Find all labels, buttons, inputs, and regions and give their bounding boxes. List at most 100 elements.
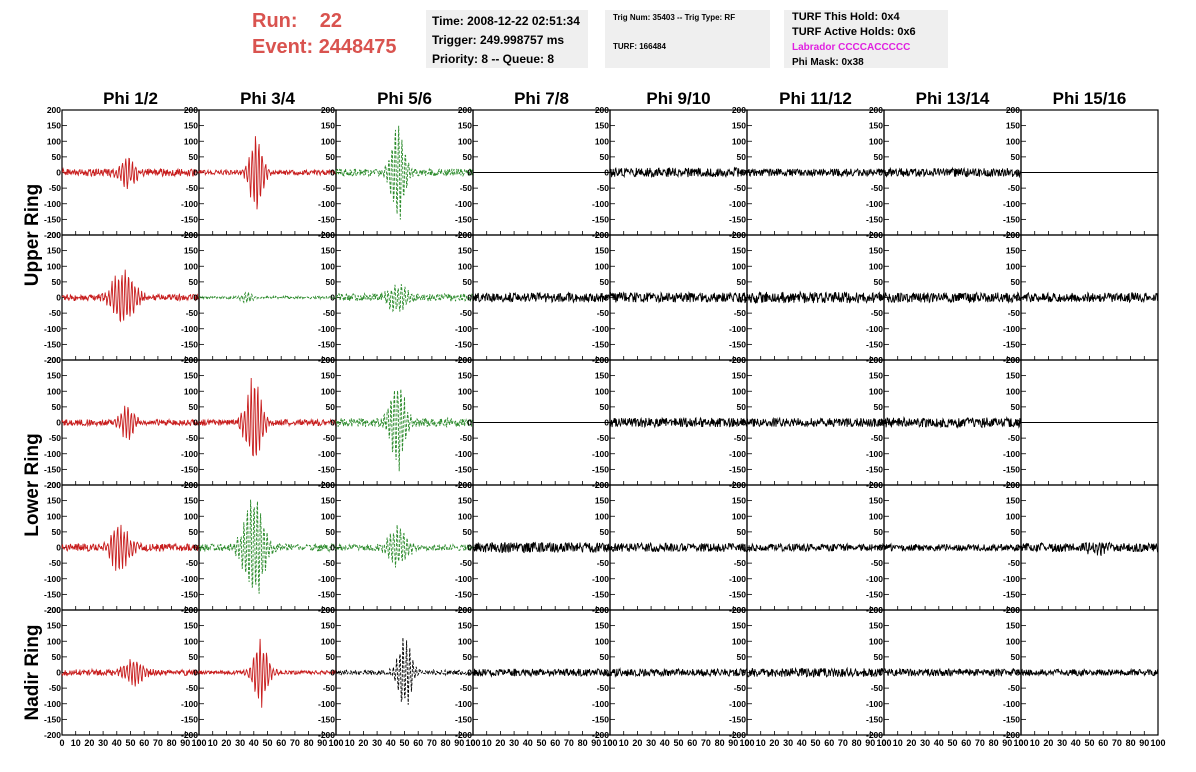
time-info-pane: Time: 2008-12-22 02:51:34 Trigger: 249.9… bbox=[426, 10, 588, 68]
y-tick-label: 150 bbox=[47, 371, 61, 381]
y-tick-label: 0 bbox=[878, 543, 883, 553]
y-tick-label: 0 bbox=[741, 418, 746, 428]
y-tick-label: 200 bbox=[458, 105, 472, 115]
x-tick-label: 100 bbox=[739, 738, 754, 748]
y-tick-label: 150 bbox=[732, 246, 746, 256]
x-tick-label: 50 bbox=[947, 738, 957, 748]
y-tick-label: 100 bbox=[869, 386, 883, 396]
x-tick-label: 50 bbox=[536, 738, 546, 748]
waveform-trace bbox=[883, 291, 1022, 304]
y-tick-label: -50 bbox=[186, 183, 199, 193]
y-tick-label: 100 bbox=[595, 136, 609, 146]
column-title: Phi 9/10 bbox=[646, 89, 710, 108]
y-tick-label: -150 bbox=[592, 589, 609, 599]
turf-this-hold-text: TURF This Hold: 0x4 bbox=[792, 11, 900, 23]
y-tick-label: 200 bbox=[869, 105, 883, 115]
y-tick-label: 0 bbox=[1015, 668, 1020, 678]
y-tick-label: 0 bbox=[1015, 418, 1020, 428]
y-tick-label: 0 bbox=[467, 668, 472, 678]
y-tick-label: 150 bbox=[1006, 371, 1020, 381]
time-text: Time: 2008-12-22 02:51:34 bbox=[432, 14, 580, 28]
waveform-trace bbox=[198, 377, 337, 457]
y-tick-label: 50 bbox=[600, 652, 610, 662]
plot-frame bbox=[335, 234, 474, 361]
y-tick-label: 50 bbox=[189, 652, 199, 662]
y-tick-label: 150 bbox=[1006, 621, 1020, 631]
x-tick-label: 40 bbox=[249, 738, 259, 748]
y-tick-label: -100 bbox=[866, 574, 883, 584]
event-label: Event: bbox=[252, 36, 314, 58]
y-tick-label: -100 bbox=[44, 699, 61, 709]
y-tick-label: -100 bbox=[592, 699, 609, 709]
y-tick-label: 100 bbox=[184, 636, 198, 646]
x-tick-label: 50 bbox=[262, 738, 272, 748]
y-tick-label: 100 bbox=[47, 511, 61, 521]
y-tick-label: -150 bbox=[455, 589, 472, 599]
y-tick-label: -100 bbox=[44, 574, 61, 584]
y-tick-label: 100 bbox=[732, 636, 746, 646]
x-tick-label: 20 bbox=[221, 738, 231, 748]
y-tick-label: 150 bbox=[595, 246, 609, 256]
y-tick-label: 50 bbox=[600, 527, 610, 537]
y-tick-label: 100 bbox=[869, 511, 883, 521]
y-tick-label: -200 bbox=[44, 605, 61, 615]
x-tick-label: 0 bbox=[1018, 738, 1023, 748]
y-tick-label: -200 bbox=[592, 730, 609, 740]
column-title: Phi 3/4 bbox=[240, 89, 295, 108]
y-tick-label: 50 bbox=[52, 527, 62, 537]
y-tick-label: 200 bbox=[184, 105, 198, 115]
y-tick-label: 0 bbox=[193, 668, 198, 678]
y-tick-label: 200 bbox=[732, 105, 746, 115]
x-tick-label: 20 bbox=[495, 738, 505, 748]
x-tick-label: 10 bbox=[1030, 738, 1040, 748]
y-tick-label: -150 bbox=[181, 714, 198, 724]
x-tick-label: 60 bbox=[961, 738, 971, 748]
y-tick-label: 150 bbox=[732, 371, 746, 381]
y-tick-label: 200 bbox=[732, 355, 746, 365]
y-tick-label: 50 bbox=[326, 527, 336, 537]
y-tick-label: -150 bbox=[729, 589, 746, 599]
waveform-trace bbox=[472, 668, 611, 678]
x-tick-label: 80 bbox=[989, 738, 999, 748]
y-tick-label: 100 bbox=[595, 511, 609, 521]
y-tick-label: 100 bbox=[47, 136, 61, 146]
x-tick-label: 80 bbox=[578, 738, 588, 748]
x-tick-label: 80 bbox=[852, 738, 862, 748]
y-tick-label: -200 bbox=[455, 730, 472, 740]
x-tick-label: 80 bbox=[715, 738, 725, 748]
y-tick-label: -100 bbox=[318, 574, 335, 584]
x-tick-label: 100 bbox=[1150, 738, 1165, 748]
y-tick-label: 200 bbox=[1006, 355, 1020, 365]
y-tick-label: 0 bbox=[878, 293, 883, 303]
y-tick-label: 0 bbox=[467, 168, 472, 178]
x-tick-label: 30 bbox=[98, 738, 108, 748]
y-tick-label: 0 bbox=[193, 293, 198, 303]
y-tick-label: 0 bbox=[604, 418, 609, 428]
x-tick-label: 30 bbox=[372, 738, 382, 748]
y-tick-label: 150 bbox=[869, 121, 883, 131]
y-tick-label: -200 bbox=[866, 730, 883, 740]
y-tick-label: 150 bbox=[184, 621, 198, 631]
x-tick-label: 70 bbox=[564, 738, 574, 748]
x-tick-label: 60 bbox=[687, 738, 697, 748]
y-tick-label: 50 bbox=[463, 277, 473, 287]
run-line: Run: 22 bbox=[252, 8, 422, 34]
y-tick-label: -150 bbox=[318, 589, 335, 599]
waveform-trace bbox=[746, 290, 885, 304]
y-tick-label: 150 bbox=[184, 246, 198, 256]
turf-text: TURF: 166484 bbox=[613, 42, 666, 51]
y-tick-label: -150 bbox=[455, 714, 472, 724]
waveform-trace bbox=[609, 541, 748, 553]
y-tick-label: 200 bbox=[595, 230, 609, 240]
y-tick-label: -100 bbox=[1003, 199, 1020, 209]
waveform-trace bbox=[883, 667, 1022, 678]
trig-num-text: Trig Num: 35403 -- Trig Type: RF bbox=[613, 13, 736, 22]
y-tick-label: 200 bbox=[47, 355, 61, 365]
waveform-trace bbox=[609, 416, 748, 429]
y-tick-label: -50 bbox=[871, 308, 884, 318]
y-tick-label: 200 bbox=[595, 480, 609, 490]
y-tick-label: -50 bbox=[871, 183, 884, 193]
y-tick-label: -50 bbox=[49, 308, 62, 318]
waveform-trace bbox=[1020, 541, 1159, 556]
turf-info-pane: TURF This Hold: 0x4 TURF Active Holds: 0… bbox=[784, 10, 948, 68]
